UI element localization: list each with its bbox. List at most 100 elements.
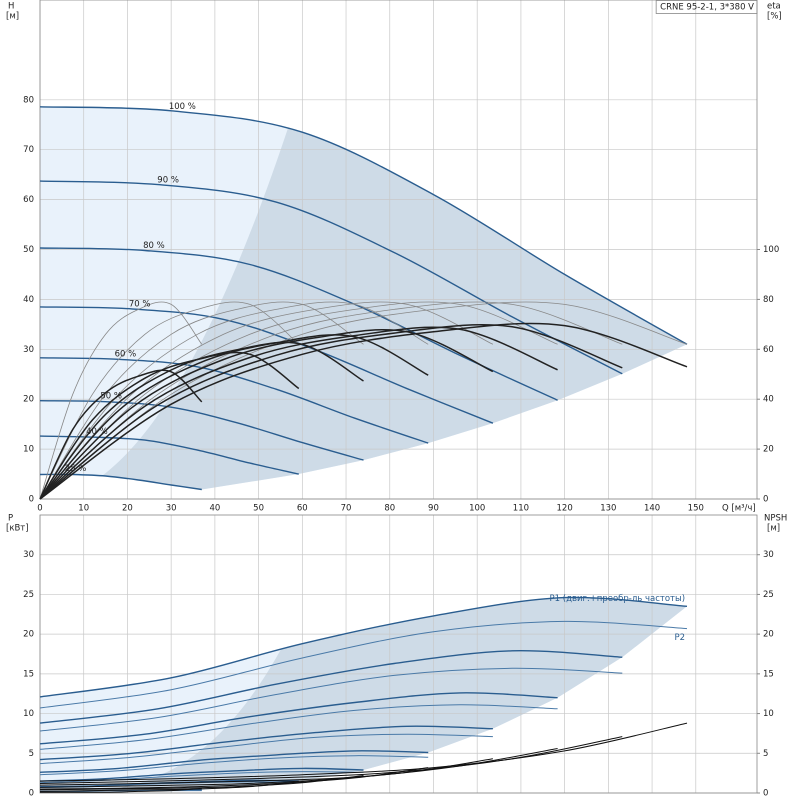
y2-tick-label: 0 xyxy=(763,495,768,505)
y-axis-unit: [м] xyxy=(6,12,19,22)
plot-frame xyxy=(39,0,758,500)
curve xyxy=(39,748,558,786)
x-tick-label: 130 xyxy=(600,504,616,514)
x-tick-label: 90 xyxy=(428,504,439,514)
x-tick-label: 40 xyxy=(209,504,220,514)
curve-label: 60 % xyxy=(115,349,137,359)
y-axis-label: H xyxy=(8,2,14,12)
curve xyxy=(39,301,203,500)
plot-panel xyxy=(39,0,760,500)
y2-tick-label: 100 xyxy=(763,245,779,255)
y-tick-label: 0 xyxy=(29,495,34,505)
x-tick-label: 0 xyxy=(37,504,42,514)
y2-axis-unit: [м] xyxy=(767,524,780,534)
curve xyxy=(39,771,364,784)
curve xyxy=(39,596,688,698)
curve xyxy=(39,301,300,500)
y-tick-label: 0 xyxy=(29,789,34,799)
curve xyxy=(39,301,494,500)
curve xyxy=(39,733,493,765)
curve-label: 90 % xyxy=(157,176,179,186)
curve xyxy=(39,736,623,784)
curve xyxy=(39,301,429,500)
curve xyxy=(39,301,623,500)
y-tick-label: 5 xyxy=(29,749,34,759)
curve xyxy=(39,247,558,401)
y-tick-label: 70 xyxy=(23,145,34,155)
y2-tick-label: 5 xyxy=(763,749,768,759)
curve xyxy=(39,755,429,776)
y-axis-label: P xyxy=(8,514,13,524)
y-tick-label: 60 xyxy=(23,195,34,205)
x-tick-label: 60 xyxy=(297,504,308,514)
curve xyxy=(39,758,493,788)
curve xyxy=(39,301,558,500)
curve xyxy=(39,329,494,500)
curve-label: 80 % xyxy=(143,241,165,251)
y-tick-label: 30 xyxy=(23,550,34,560)
y-tick-label: 20 xyxy=(23,395,34,405)
curve xyxy=(39,435,299,475)
y-tick-label: 10 xyxy=(23,709,34,719)
y-tick-label: 80 xyxy=(23,95,34,105)
y2-tick-label: 25 xyxy=(763,590,774,600)
y2-tick-label: 20 xyxy=(763,630,774,640)
y-tick-label: 10 xyxy=(23,445,34,455)
x-tick-label: 70 xyxy=(341,504,352,514)
plot-panel xyxy=(39,514,760,794)
y2-tick-label: 15 xyxy=(763,669,774,679)
curve xyxy=(39,326,558,500)
curve xyxy=(39,301,688,500)
y2-tick-label: 80 xyxy=(763,295,774,305)
curve xyxy=(39,357,429,444)
y2-axis-label: NPSH xyxy=(764,514,787,524)
y2-tick-label: 60 xyxy=(763,345,774,355)
curve xyxy=(39,322,688,500)
x-tick-label: 10 xyxy=(78,504,89,514)
curve xyxy=(39,620,688,709)
curve-label: 50 % xyxy=(100,392,122,402)
curve xyxy=(39,180,623,375)
curve xyxy=(39,649,623,724)
y2-tick-label: 30 xyxy=(763,550,774,560)
y-tick-label: 25 xyxy=(23,590,34,600)
curve xyxy=(39,369,203,500)
x-tick-label: 150 xyxy=(688,504,704,514)
curve xyxy=(39,400,364,461)
y-axis-unit: [кВт] xyxy=(6,524,29,534)
y-tick-label: 40 xyxy=(23,295,34,305)
curve xyxy=(39,775,364,791)
y2-axis-unit: [%] xyxy=(767,12,782,22)
x-tick-label: 80 xyxy=(384,504,395,514)
curve xyxy=(39,704,558,750)
y-tick-label: 50 xyxy=(23,245,34,255)
x-axis-label: Q [м³/ч] xyxy=(722,504,756,514)
y2-tick-label: 40 xyxy=(763,395,774,405)
y2-tick-label: 10 xyxy=(763,709,774,719)
curve-label: P1 (двиг.+преобр-ль частоты) xyxy=(550,594,686,604)
x-tick-label: 20 xyxy=(122,504,133,514)
curve xyxy=(39,323,623,500)
curve xyxy=(39,725,493,761)
curve-label: 70 % xyxy=(129,299,151,309)
x-tick-label: 100 xyxy=(469,504,485,514)
y-tick-label: 30 xyxy=(23,345,34,355)
curve xyxy=(39,667,623,732)
x-tick-label: 30 xyxy=(166,504,177,514)
x-tick-label: 110 xyxy=(513,504,529,514)
curve xyxy=(39,722,688,782)
x-tick-label: 50 xyxy=(253,504,264,514)
curve xyxy=(39,301,364,500)
y2-tick-label: 0 xyxy=(763,789,768,799)
x-tick-label: 140 xyxy=(644,504,660,514)
chart-title: CRNE 95-2-1, 3*380 V xyxy=(660,3,754,13)
plot-frame xyxy=(39,514,758,794)
curve-label: 40 % xyxy=(86,427,108,437)
x-tick-label: 120 xyxy=(557,504,573,514)
curve xyxy=(39,692,558,745)
curve-label: 100 % xyxy=(169,102,196,112)
curve xyxy=(39,781,299,792)
curve xyxy=(39,750,429,773)
